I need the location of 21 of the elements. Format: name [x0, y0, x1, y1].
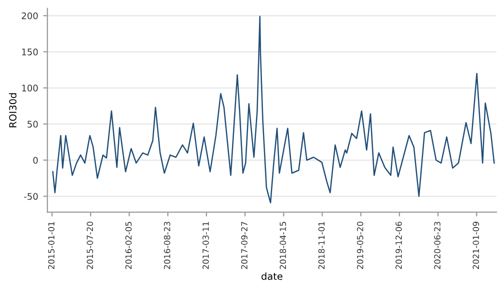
x-tick-label: 2021-01-09: [472, 222, 480, 269]
y-tick-label: 0: [33, 156, 38, 164]
x-tick-label: 2018-04-15: [280, 222, 286, 269]
x-tick-label: 2017-09-27: [241, 222, 248, 269]
x-axis-title: date: [262, 272, 282, 280]
x-tick-label: 2019-12-06: [396, 222, 402, 269]
x-tick-label: 2018-11-01: [318, 222, 325, 269]
y-tick-label: -50: [24, 192, 38, 200]
y-tick-label: 150: [22, 48, 38, 56]
line-series: [52, 16, 495, 204]
x-tick-label: 2019-05-20: [356, 222, 364, 269]
y-tick-label: 200: [22, 12, 38, 20]
x-tick-label: 2016-08-23: [164, 222, 170, 269]
y-axis-title: ROI30d: [8, 93, 16, 128]
x-tick-label: 2020-06-23: [434, 222, 440, 269]
x-tick-label: 2015-01-01: [48, 222, 54, 269]
x-tick-label: 2017-03-11: [202, 222, 209, 269]
x-tick-label: 2016-02-05: [125, 222, 132, 269]
y-tick-label: 50: [28, 120, 38, 128]
y-tick-label: 100: [22, 84, 38, 92]
x-tick-label: 2015-07-20: [86, 222, 94, 269]
